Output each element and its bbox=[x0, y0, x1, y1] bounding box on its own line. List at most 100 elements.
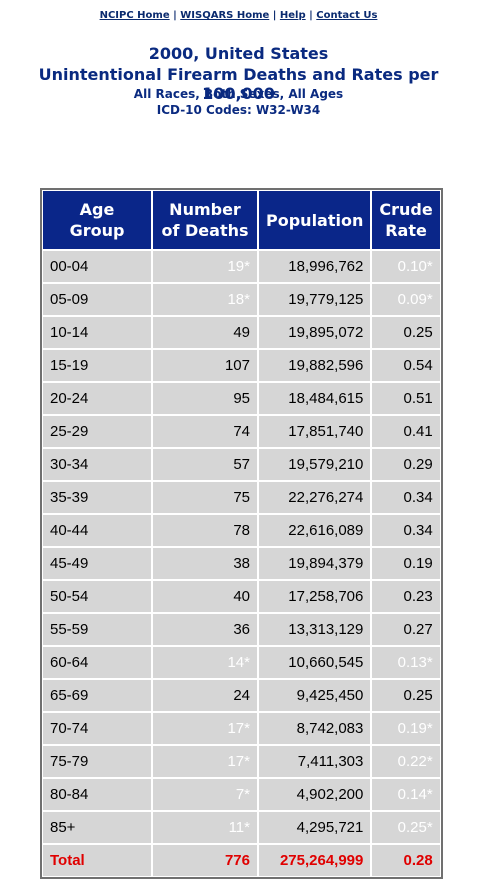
nav-link[interactable]: NCIPC Home bbox=[99, 10, 170, 21]
total-row: Total 776 275,264,999 0.28 bbox=[42, 844, 441, 877]
table-cell: 20-24 bbox=[42, 382, 152, 415]
table-row: 65-69 24 9,425,450 0.25 bbox=[42, 679, 441, 712]
table-cell: 0.09* bbox=[371, 283, 441, 316]
table-cell: 275,264,999 bbox=[258, 844, 372, 877]
table-cell: 22,276,274 bbox=[258, 481, 372, 514]
table-cell: 22,616,089 bbox=[258, 514, 372, 547]
table-cell: 7* bbox=[152, 778, 258, 811]
table-cell: 00-04 bbox=[42, 250, 152, 283]
table-cell: 25-29 bbox=[42, 415, 152, 448]
table-row: 45-49 38 19,894,379 0.19 bbox=[42, 547, 441, 580]
table-cell: 0.29 bbox=[371, 448, 441, 481]
table-cell: 19,779,125 bbox=[258, 283, 372, 316]
nav-link[interactable]: Help bbox=[279, 10, 306, 21]
table-row: 15-19 107 19,882,596 0.54 bbox=[42, 349, 441, 382]
table-row: 85+ 11* 4,295,721 0.25* bbox=[42, 811, 441, 844]
nav-link[interactable]: WISQARS Home bbox=[180, 10, 270, 21]
table-cell: 0.41 bbox=[371, 415, 441, 448]
table-cell: 38 bbox=[152, 547, 258, 580]
table-cell: 65-69 bbox=[42, 679, 152, 712]
table-cell: 19,895,072 bbox=[258, 316, 372, 349]
table-cell: 18,484,615 bbox=[258, 382, 372, 415]
table-cell: 19,894,379 bbox=[258, 547, 372, 580]
table-row: 30-34 57 19,579,210 0.29 bbox=[42, 448, 441, 481]
table-cell: 35-39 bbox=[42, 481, 152, 514]
table-cell: 0.51 bbox=[371, 382, 441, 415]
table-row: 05-09 18* 19,779,125 0.09* bbox=[42, 283, 441, 316]
table-cell: Total bbox=[42, 844, 152, 877]
table-cell: 57 bbox=[152, 448, 258, 481]
table-cell: 0.23 bbox=[371, 580, 441, 613]
table-cell: 8,742,083 bbox=[258, 712, 372, 745]
column-header: Crude Rate bbox=[371, 190, 441, 250]
column-header: Age Group bbox=[42, 190, 152, 250]
table-cell: 70-74 bbox=[42, 712, 152, 745]
table-row: 10-14 49 19,895,072 0.25 bbox=[42, 316, 441, 349]
table-cell: 45-49 bbox=[42, 547, 152, 580]
table-cell: 74 bbox=[152, 415, 258, 448]
header-row: Age Group Number of Deaths Population Crude… bbox=[42, 190, 441, 250]
table-cell: 75-79 bbox=[42, 745, 152, 778]
table-cell: 18,996,762 bbox=[258, 250, 372, 283]
table-cell: 0.25* bbox=[371, 811, 441, 844]
table-cell: 0.54 bbox=[371, 349, 441, 382]
title: 2000, United States bbox=[148, 44, 329, 63]
table-row: 70-74 17* 8,742,083 0.19* bbox=[42, 712, 441, 745]
table-cell: 17* bbox=[152, 712, 258, 745]
table-cell: 17,851,740 bbox=[258, 415, 372, 448]
nav-bar: NCIPC Home | WISQARS Home | Help | Conta… bbox=[99, 10, 378, 21]
title: Unintentional Firearm Deaths and Rates p… bbox=[38, 65, 439, 103]
table-cell: 0.34 bbox=[371, 481, 441, 514]
table-cell: 7,411,303 bbox=[258, 745, 372, 778]
table-cell: 0.34 bbox=[371, 514, 441, 547]
table-cell: 10-14 bbox=[42, 316, 152, 349]
table-cell: 80-84 bbox=[42, 778, 152, 811]
table-cell: 17* bbox=[152, 745, 258, 778]
subtitle: All Races, Both Sexes, All Ages bbox=[133, 87, 344, 101]
table-row: 80-84 7* 4,902,200 0.14* bbox=[42, 778, 441, 811]
table-cell: 0.25 bbox=[371, 316, 441, 349]
table-cell: 40-44 bbox=[42, 514, 152, 547]
table-cell: 11* bbox=[152, 811, 258, 844]
table-cell: 19,882,596 bbox=[258, 349, 372, 382]
table-cell: 0.27 bbox=[371, 613, 441, 646]
column-header: Number of Deaths bbox=[152, 190, 258, 250]
column-header: Population bbox=[258, 190, 372, 250]
table-row: 00-04 19* 18,996,762 0.10* bbox=[42, 250, 441, 283]
table-cell: 0.25 bbox=[371, 679, 441, 712]
nav-link[interactable]: Contact Us bbox=[316, 10, 378, 21]
table-cell: 776 bbox=[152, 844, 258, 877]
table-cell: 75 bbox=[152, 481, 258, 514]
table-cell: 9,425,450 bbox=[258, 679, 372, 712]
table-cell: 18* bbox=[152, 283, 258, 316]
table-cell: 95 bbox=[152, 382, 258, 415]
table-cell: 78 bbox=[152, 514, 258, 547]
table-cell: 36 bbox=[152, 613, 258, 646]
table-cell: 10,660,545 bbox=[258, 646, 372, 679]
subtitle: ICD-10 Codes: W32-W34 bbox=[156, 103, 321, 117]
table-cell: 0.19* bbox=[371, 712, 441, 745]
table-cell: 0.14* bbox=[371, 778, 441, 811]
table-cell: 19,579,210 bbox=[258, 448, 372, 481]
table-row: 75-79 17* 7,411,303 0.22* bbox=[42, 745, 441, 778]
table-cell: 05-09 bbox=[42, 283, 152, 316]
table-cell: 0.13* bbox=[371, 646, 441, 679]
table-cell: 15-19 bbox=[42, 349, 152, 382]
table-row: 25-29 74 17,851,740 0.41 bbox=[42, 415, 441, 448]
table-row: 35-39 75 22,276,274 0.34 bbox=[42, 481, 441, 514]
table-cell: 13,313,129 bbox=[258, 613, 372, 646]
table-row: 50-54 40 17,258,706 0.23 bbox=[42, 580, 441, 613]
table-row: 55-59 36 13,313,129 0.27 bbox=[42, 613, 441, 646]
table-cell: 107 bbox=[152, 349, 258, 382]
table-row: 40-44 78 22,616,089 0.34 bbox=[42, 514, 441, 547]
table-row: 60-64 14* 10,660,545 0.13* bbox=[42, 646, 441, 679]
table-cell: 14* bbox=[152, 646, 258, 679]
table-cell: 85+ bbox=[42, 811, 152, 844]
table-cell: 24 bbox=[152, 679, 258, 712]
table-cell: 4,902,200 bbox=[258, 778, 372, 811]
table-cell: 0.22* bbox=[371, 745, 441, 778]
table-cell: 0.19 bbox=[371, 547, 441, 580]
table-cell: 30-34 bbox=[42, 448, 152, 481]
table-cell: 40 bbox=[152, 580, 258, 613]
